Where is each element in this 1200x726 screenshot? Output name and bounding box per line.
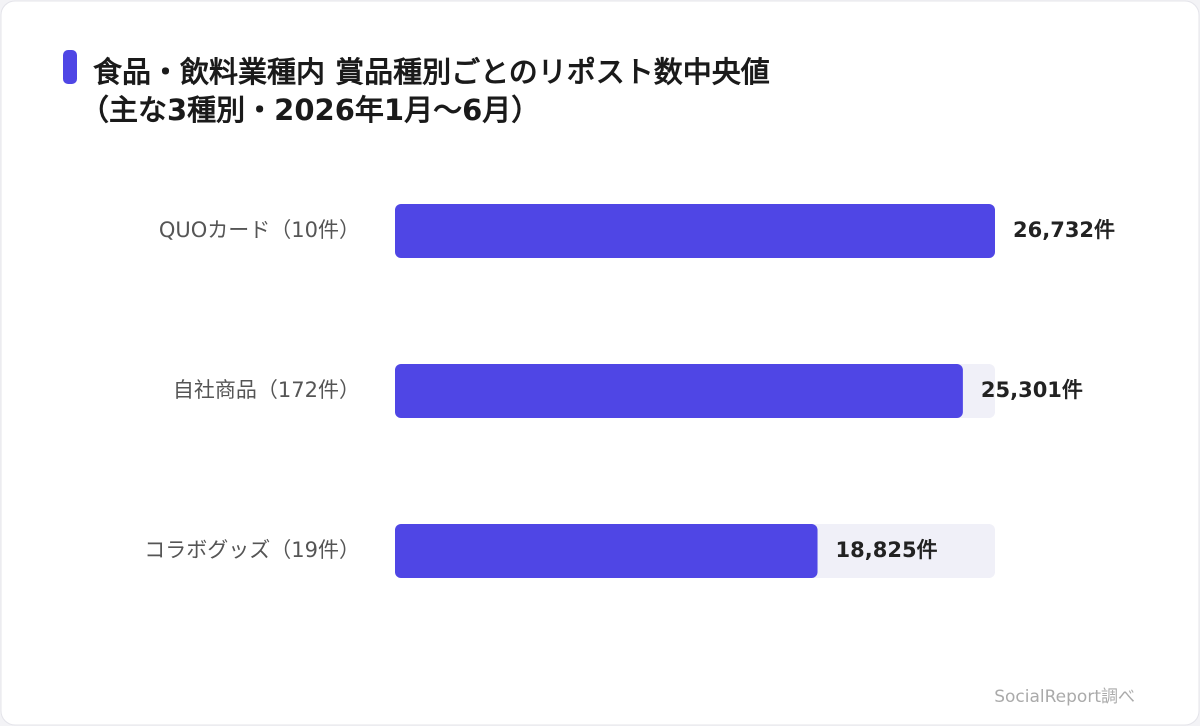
category-label: コラボグッズ（19件） (144, 538, 360, 562)
bar (395, 524, 818, 578)
source-note: SocialReport調べ (994, 687, 1135, 707)
bar (395, 204, 995, 258)
value-label: 18,825件 (836, 538, 938, 562)
category-label: 自社商品（172件） (173, 378, 360, 402)
value-label: 25,301件 (981, 378, 1083, 402)
chart-subtitle: （主な3種別・2026年1月〜6月） (80, 93, 540, 127)
chart-title: 食品・飲料業種内 賞品種別ごとのリポスト数中央値 (93, 55, 770, 89)
category-label: QUOカード（10件） (159, 218, 360, 242)
bar (395, 364, 963, 418)
title-accent (63, 50, 77, 84)
value-label: 26,732件 (1013, 218, 1115, 242)
